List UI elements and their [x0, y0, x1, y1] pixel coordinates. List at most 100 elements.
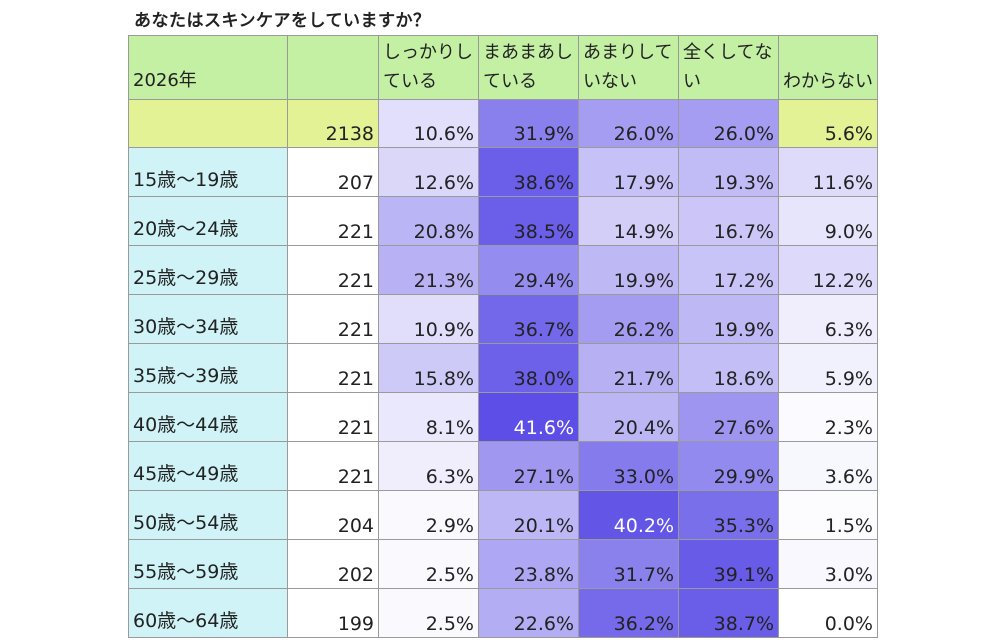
year-label: 2026年 [128, 35, 288, 100]
age-group-label: 50歳～54歳 [128, 490, 288, 540]
age-group-label [128, 99, 288, 148]
percent-cell: 38.6% [478, 147, 579, 197]
percent-cell: 14.9% [578, 196, 679, 246]
percent-cell: 36.7% [478, 294, 579, 344]
age-row: 25歳～29歳 221 21.3% 29.4% 19.9% 17.2% 12.2% [128, 245, 878, 295]
percent-cell: 35.3% [678, 490, 779, 540]
percent-cell: 1.5% [778, 490, 878, 540]
percent-cell: 2.3% [778, 392, 878, 442]
chart-title: あなたはスキンケアをしていますか？ [134, 11, 431, 31]
percent-cell: 20.4% [578, 392, 679, 442]
percent-cell: 6.3% [378, 441, 479, 491]
percent-cell: 16.7% [678, 196, 779, 246]
percent-cell: 2.5% [378, 588, 479, 638]
age-row: 15歳～19歳 207 12.6% 38.6% 17.9% 19.3% 11.6% [128, 147, 878, 197]
percent-cell: 3.0% [778, 539, 878, 589]
percent-cell: 8.1% [378, 392, 479, 442]
percent-cell: 3.6% [778, 441, 878, 491]
skincare-survey-table: 2026年 しっかりし ている まあまあし ている あまりして いない 全くしてない … [128, 35, 878, 638]
percent-cell: 15.8% [378, 343, 479, 393]
percent-cell: 27.1% [478, 441, 579, 491]
age-group-label: 35歳～39歳 [128, 343, 288, 393]
column-header-line: しっかりし [383, 42, 473, 63]
percent-cell: 38.0% [478, 343, 579, 393]
percent-cell: 19.3% [678, 147, 779, 197]
age-row: 45歳～49歳 221 6.3% 27.1% 33.0% 29.9% 3.6% [128, 441, 878, 491]
percent-cell: 18.6% [678, 343, 779, 393]
percent-cell: 40.2% [578, 490, 679, 540]
age-group-label: 20歳～24歳 [128, 196, 288, 246]
column-header-line: ている [383, 71, 437, 92]
sample-size-cell: 221 [287, 196, 379, 246]
column-header: あまりして いない [578, 35, 679, 100]
column-header: しっかりし ている [378, 35, 479, 100]
percent-cell: 26.0% [578, 99, 679, 148]
sample-size-cell: 221 [287, 441, 379, 491]
percent-cell: 19.9% [578, 245, 679, 295]
column-header: 全くしてない [678, 35, 779, 100]
percent-cell: 36.2% [578, 588, 679, 638]
percent-cell: 17.9% [578, 147, 679, 197]
age-group-label: 60歳～64歳 [128, 588, 288, 638]
percent-cell: 6.3% [778, 294, 878, 344]
column-header-line: 全くしてな [683, 42, 773, 63]
sample-size-cell: 2138 [287, 99, 379, 148]
column-header-line: まあまあし [483, 42, 573, 63]
percent-cell: 21.7% [578, 343, 679, 393]
column-header-line: ている [483, 71, 537, 92]
percent-cell: 27.6% [678, 392, 779, 442]
header-row: 2026年 しっかりし ている まあまあし ている あまりして いない 全くしてない … [128, 35, 878, 100]
sample-size-cell: 221 [287, 294, 379, 344]
percent-cell: 26.0% [678, 99, 779, 148]
percent-cell: 41.6% [478, 392, 579, 442]
percent-cell: 31.9% [478, 99, 579, 148]
age-row: 40歳～44歳 221 8.1% 41.6% 20.4% 27.6% 2.3% [128, 392, 878, 442]
percent-cell: 11.6% [778, 147, 878, 197]
percent-cell: 10.6% [378, 99, 479, 148]
age-group-label: 15歳～19歳 [128, 147, 288, 197]
sample-size-cell: 199 [287, 588, 379, 638]
table-body: 2026年 しっかりし ている まあまあし ている あまりして いない 全くしてない … [128, 35, 878, 638]
percent-cell: 19.9% [678, 294, 779, 344]
column-header-line: わからない [783, 71, 873, 92]
percent-cell: 0.0% [778, 588, 878, 638]
age-group-label: 40歳～44歳 [128, 392, 288, 442]
percent-cell: 33.0% [578, 441, 679, 491]
sample-size-cell: 221 [287, 343, 379, 393]
sample-size-cell: 221 [287, 245, 379, 295]
age-row: 50歳～54歳 204 2.9% 20.1% 40.2% 35.3% 1.5% [128, 490, 878, 540]
percent-cell: 12.6% [378, 147, 479, 197]
percent-cell: 17.2% [678, 245, 779, 295]
percent-cell: 31.7% [578, 539, 679, 589]
age-group-label: 30歳～34歳 [128, 294, 288, 344]
sample-size-cell: 202 [287, 539, 379, 589]
age-row: 55歳～59歳 202 2.5% 23.8% 31.7% 39.1% 3.0% [128, 539, 878, 589]
percent-cell: 38.5% [478, 196, 579, 246]
percent-cell: 22.6% [478, 588, 579, 638]
percent-cell: 21.3% [378, 245, 479, 295]
percent-cell: 12.2% [778, 245, 878, 295]
percent-cell: 39.1% [678, 539, 779, 589]
age-group-label: 25歳～29歳 [128, 245, 288, 295]
sample-size-cell: 204 [287, 490, 379, 540]
age-group-label: 45歳～49歳 [128, 441, 288, 491]
percent-cell: 38.7% [678, 588, 779, 638]
percent-cell: 26.2% [578, 294, 679, 344]
percent-cell: 20.8% [378, 196, 479, 246]
age-group-label: 55歳～59歳 [128, 539, 288, 589]
sample-size-cell: 207 [287, 147, 379, 197]
age-row: 20歳～24歳 221 20.8% 38.5% 14.9% 16.7% 9.0% [128, 196, 878, 246]
percent-cell: 10.9% [378, 294, 479, 344]
percent-cell: 29.4% [478, 245, 579, 295]
column-header-line: い [683, 71, 701, 92]
percent-cell: 5.6% [778, 99, 878, 148]
column-header: わからない [778, 35, 878, 100]
total-row: 2138 10.6% 31.9% 26.0% 26.0% 5.6% [128, 99, 878, 148]
percent-cell: 29.9% [678, 441, 779, 491]
percent-cell: 2.5% [378, 539, 479, 589]
age-row: 35歳～39歳 221 15.8% 38.0% 21.7% 18.6% 5.9% [128, 343, 878, 393]
percent-cell: 5.9% [778, 343, 878, 393]
header-n [287, 35, 379, 100]
sample-size-cell: 221 [287, 392, 379, 442]
column-header-line: いない [583, 71, 637, 92]
